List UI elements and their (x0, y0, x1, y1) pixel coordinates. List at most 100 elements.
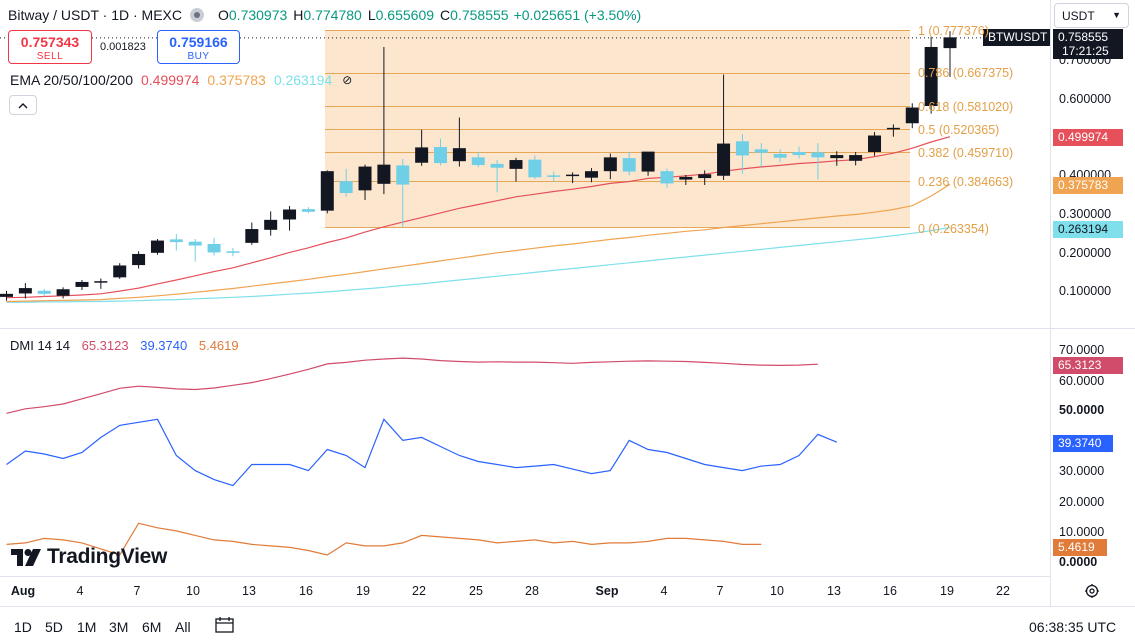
ticker-tag: BTWUSDT (983, 29, 1050, 46)
chevron-down-icon: ▼ (1112, 10, 1121, 20)
gear-icon[interactable] (1084, 583, 1100, 599)
calendar-icon[interactable] (215, 616, 234, 633)
sell-label: SELL (36, 51, 64, 62)
logo-text: TradingView (47, 545, 168, 568)
bottom-toolbar: 1D 5D 1M 3M 6M All 06:38:35 UTC (0, 606, 1135, 640)
timeframe-5d-button[interactable]: 5D (45, 619, 63, 635)
sell-price: 0.757343 (20, 34, 80, 50)
hidden-eye-icon[interactable]: ⊘ (342, 73, 353, 87)
candle-body (717, 143, 731, 176)
dmi-plus-tag: 39.3740 (1053, 435, 1113, 452)
close-value: 0.758555 (450, 7, 509, 23)
candle-body (773, 153, 787, 158)
bar-countdown: 17:21:25 (1062, 44, 1109, 58)
ema20-value: 0.499974 (141, 72, 200, 88)
sell-button[interactable]: 0.757343 SELL (8, 30, 92, 64)
candle-body (566, 174, 580, 177)
ohlc-backdrop (257, 3, 707, 25)
symbol-title[interactable]: Bitway / USDT · 1D · MEXC (8, 7, 182, 23)
change-value: +0.025651 (+3.50%) (513, 7, 642, 23)
buy-price: 0.759166 (169, 34, 228, 50)
candle-body (283, 209, 297, 220)
candle-body (75, 281, 89, 287)
candle-body (434, 147, 448, 164)
x-tick: 16 (883, 584, 897, 598)
spread-value: 0.001823 (100, 41, 146, 53)
candle-body (0, 293, 13, 297)
candle-body (735, 141, 749, 156)
candle-body (377, 164, 391, 184)
candle-body (905, 107, 919, 124)
timeframe-1m-button[interactable]: 1M (77, 619, 97, 635)
timeframe-all-button[interactable]: All (175, 619, 191, 635)
x-tick: 16 (299, 584, 313, 598)
candle-body (301, 209, 315, 212)
ema20-line (6, 136, 951, 299)
x-tick: 10 (770, 584, 784, 598)
candle-body (849, 155, 863, 161)
candle-body (207, 244, 221, 253)
candle-body (415, 147, 429, 163)
x-tick: 7 (133, 584, 141, 598)
dmi-tick: 60.0000 (1059, 374, 1105, 388)
dmi-tick: 50.0000 (1059, 403, 1105, 417)
ema100-axis-tag: 0.263194 (1053, 221, 1123, 238)
buy-label: BUY (187, 51, 210, 62)
dmi-tick: 0.0000 (1059, 555, 1098, 569)
open-label: O (218, 7, 229, 23)
fib-level-0382: 0.382 (0.459710) (918, 146, 1014, 160)
candle-body (584, 171, 598, 178)
timeframe-3m-button[interactable]: 3M (109, 619, 129, 635)
x-tick: 4 (660, 584, 668, 598)
fib-zone (325, 30, 910, 228)
timeframe-6m-button[interactable]: 6M (142, 619, 162, 635)
dmi-legend[interactable]: DMI 14 14 65.3123 39.3740 5.4619 (10, 338, 247, 353)
open-value: 0.730973 (228, 7, 288, 23)
candle-body (811, 152, 825, 158)
utc-clock[interactable]: 06:38:35 UTC (1029, 619, 1117, 635)
ema100-line (6, 226, 951, 303)
x-tick: 22 (996, 584, 1010, 598)
dmi-plus-value: 39.3740 (140, 338, 188, 353)
dmi-minus-value: 5.4619 (198, 338, 239, 353)
ema50-axis-tag: 0.375783 (1053, 177, 1123, 194)
chevron-up-icon (18, 102, 28, 108)
currency-select[interactable]: USDT ▼ (1054, 3, 1129, 28)
tradingview-logo[interactable]: TradingView (11, 545, 167, 569)
candle-body (94, 281, 108, 283)
fib-level-05: 0.5 (0.520365) (918, 123, 1000, 137)
x-tick: 4 (76, 584, 84, 598)
candle-body (245, 229, 259, 243)
dmi-tick: 70.0000 (1059, 343, 1105, 357)
candle-body (924, 46, 938, 106)
candle-body (868, 135, 882, 152)
candle-body (264, 219, 278, 230)
dmi-tick: 10.0000 (1059, 525, 1105, 539)
price-tick: 0.600000 (1059, 92, 1112, 106)
candle-body (754, 149, 768, 153)
candle-body (528, 159, 542, 178)
candle-body (56, 289, 70, 296)
candle-body (698, 174, 712, 179)
candle-body (452, 148, 466, 162)
candle-body (113, 265, 127, 278)
candle-body (660, 171, 674, 184)
eye-icon[interactable] (190, 8, 204, 22)
dmi-tick: 20.0000 (1059, 495, 1105, 509)
candle-body (320, 171, 334, 211)
dmi-name: DMI 14 14 (10, 338, 70, 353)
candle-body (490, 163, 504, 168)
candle-body (169, 239, 183, 243)
ema-legend[interactable]: EMA 20/50/100/200 0.499974 0.375783 0.26… (10, 72, 352, 88)
collapse-legend-button[interactable] (9, 95, 37, 115)
candle-body (886, 127, 900, 130)
buy-button[interactable]: 0.759166 BUY (157, 30, 240, 64)
fib-level-0618: 0.618 (0.581020) (918, 100, 1014, 114)
candle-body (792, 152, 806, 156)
price-tick: 0.100000 (1059, 284, 1112, 298)
fib-level-1: 1 (0.777376) (918, 24, 989, 38)
candle-body (37, 290, 51, 294)
timeframe-1d-button[interactable]: 1D (14, 619, 32, 635)
x-tick: 13 (242, 584, 256, 598)
